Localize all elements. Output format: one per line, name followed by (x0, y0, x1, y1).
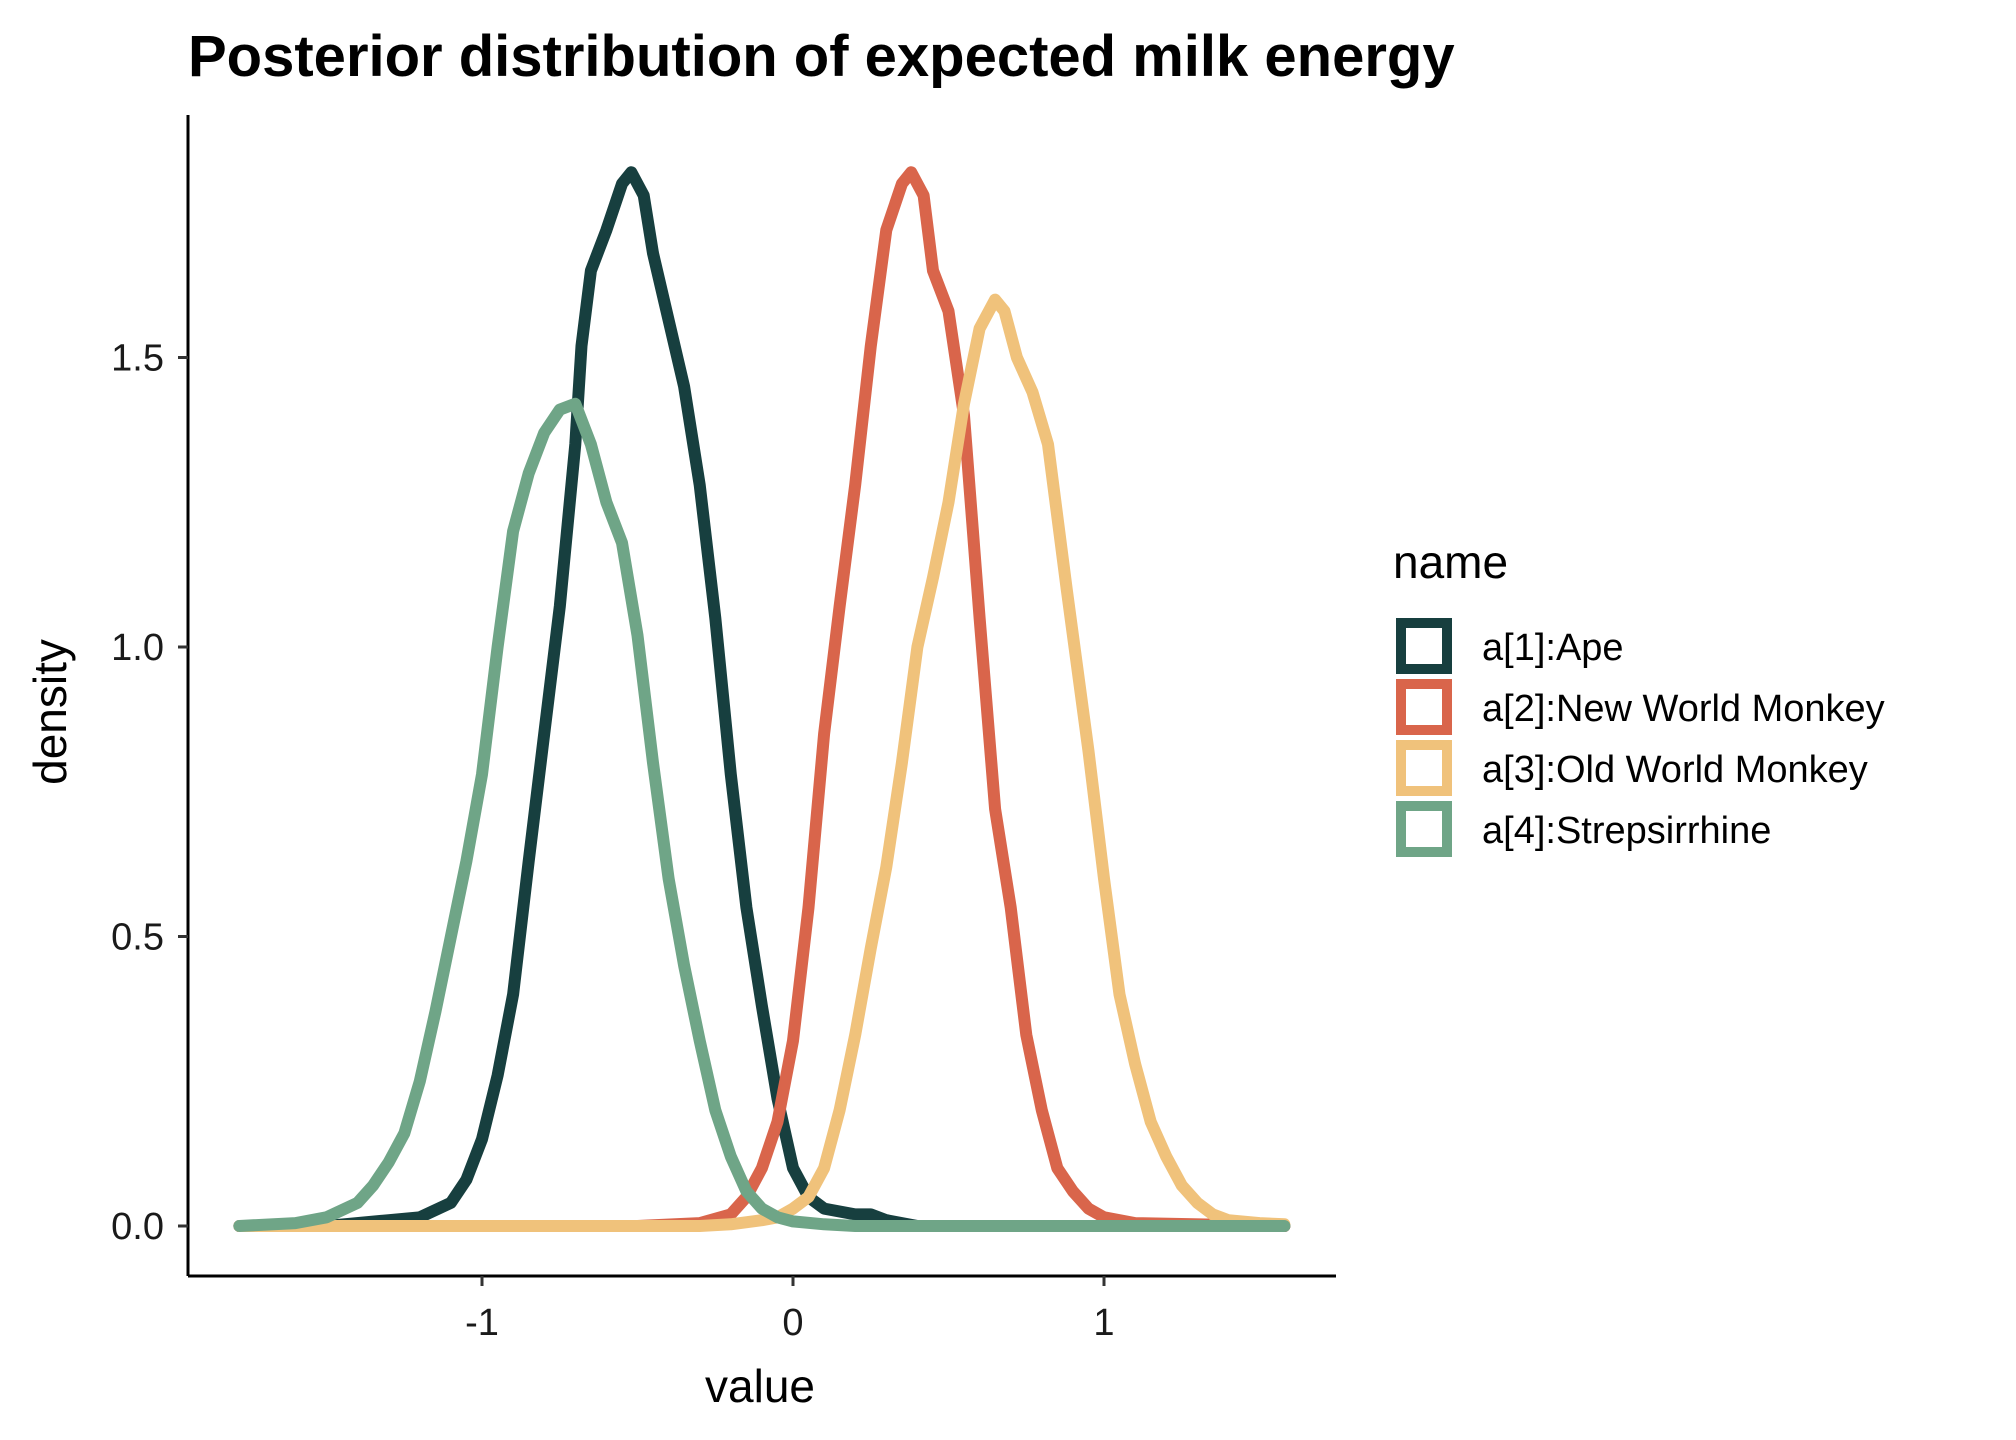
x-axis-ticks: -1 0 1 (465, 1276, 1115, 1344)
series-line-2 (233, 166, 1291, 1232)
legend-key-2 (1396, 679, 1452, 735)
chart-title: Posterior distribution of expected milk … (188, 24, 1455, 89)
series-line-1 (233, 166, 1291, 1232)
y-axis-label: density (24, 639, 76, 785)
legend-label-4: a[4]:Strepsirrhine (1482, 810, 1771, 852)
legend-label-2: a[2]:New World Monkey (1482, 688, 1885, 730)
y-tick-label: 0.0 (111, 1206, 164, 1248)
legend-label-3: a[3]:Old World Monkey (1482, 749, 1868, 791)
legend: a[1]:Ape a[2]:New World Monkey a[3]:Old Wo… (1396, 618, 1885, 857)
series-line-3 (233, 293, 1291, 1232)
x-tick-label: 0 (782, 1302, 803, 1344)
y-tick-label: 1.5 (111, 338, 164, 380)
series-line-4 (233, 397, 1291, 1232)
y-tick-label: 0.5 (111, 917, 164, 959)
x-tick-label: -1 (465, 1302, 499, 1344)
legend-label-1: a[1]:Ape (1482, 627, 1624, 669)
y-tick-label: 1.0 (111, 627, 164, 669)
x-tick-label: 1 (1093, 1302, 1114, 1344)
legend-key-4 (1396, 801, 1452, 857)
y-axis-ticks: 0.0 0.5 1.0 1.5 (111, 338, 188, 1248)
legend-key-1 (1396, 618, 1452, 674)
legend-title: name (1393, 536, 1508, 588)
legend-key-3 (1396, 740, 1452, 796)
plot-lines (233, 166, 1291, 1232)
x-axis-label: value (705, 1360, 815, 1412)
